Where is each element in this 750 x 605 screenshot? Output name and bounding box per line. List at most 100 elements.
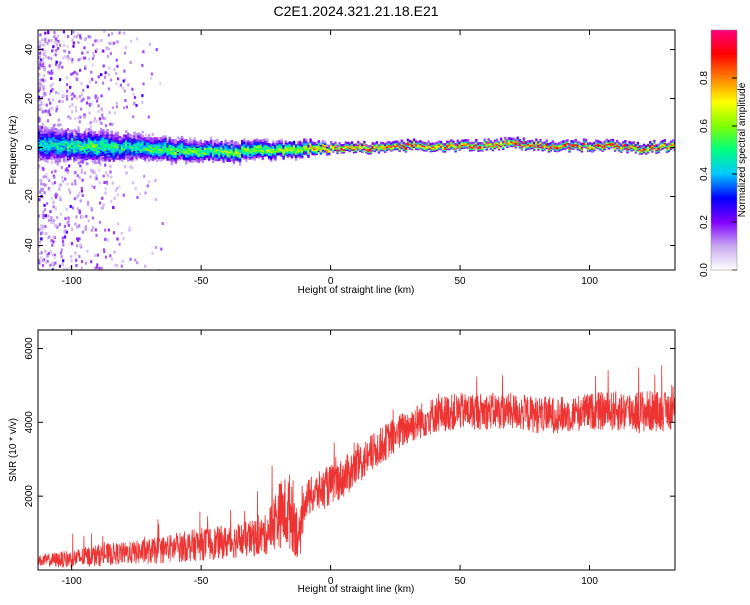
spectrogram-cell [340,146,343,150]
spectrogram-y-tick-label: -20 [24,189,35,204]
spectrogram-cell [102,139,105,142]
spectrogram-cell [180,154,184,157]
spectrogram-cell [363,143,366,147]
spectrogram-cell [245,155,248,158]
spectrogram-cell [576,147,579,151]
spectrogram-noise-cell [41,264,45,267]
spectrogram-cell [44,159,47,163]
spectrogram-cell [276,153,279,156]
spectrogram-cell [251,146,254,150]
spectrogram-cell [267,151,271,155]
spectrogram-cell [624,147,627,150]
spectrogram-noise-cell [115,58,118,62]
spectrogram-cell [38,131,41,135]
spectrogram-cell [439,145,443,148]
spectrogram-cell [40,150,43,153]
spectrogram-cell [276,143,279,146]
spectrogram-cell [309,142,312,146]
spectrogram-cell [160,148,163,152]
spectrogram-noise-cell [42,62,45,66]
spectrogram-noise-cell [62,30,65,34]
spectrogram-cell [218,155,221,158]
spectrogram-noise-cell [155,48,158,52]
spectrogram-cell [649,148,652,151]
spectrogram-cell [611,141,615,145]
spectrogram-cell [131,156,134,159]
spectrogram-noise-cell [106,238,109,242]
spectrogram-cell [388,143,391,147]
spectrogram-cell [195,144,198,147]
spectrogram-cell [106,139,109,142]
spectrogram-cell [315,148,318,151]
spectrogram-cell [288,151,292,154]
spectrogram-cell [423,147,426,151]
spectrogram-cell [365,144,368,147]
spectrogram-noise-cell [82,97,85,101]
spectrogram-cell [224,139,227,143]
spectrogram-cell [282,156,285,159]
spectrogram-cell [274,155,277,159]
spectrogram-cell [245,142,248,145]
spectrogram-cell [292,150,296,154]
spectrogram-cell [265,138,269,142]
spectrogram-cell [120,159,124,162]
spectrogram-cell [118,157,122,161]
spectrogram-noise-cell [105,46,108,50]
spectrogram-cell [180,148,184,152]
spectrogram-cell [303,148,306,151]
spectrogram-cell [296,143,300,147]
spectrogram-cell [618,146,621,149]
spectrogram-cell [87,132,91,135]
spectrogram-cell [446,144,449,148]
spectrogram-noise-cell [43,203,46,207]
spectrogram-cell [580,145,584,149]
spectrogram-cell [421,148,424,151]
spectrogram-cell [444,145,447,149]
spectrogram-cell [500,137,503,141]
spectrogram-cell [114,151,117,155]
spectrogram-cell [587,149,590,153]
spectrogram-noise-cell [42,214,45,218]
spectrogram-cell [89,146,93,149]
spectrogram-cell [417,143,420,147]
spectrogram-cell [332,150,335,153]
spectrogram-cell [489,141,492,145]
spectrogram-noise-cell [100,121,103,125]
spectrogram-cell [417,146,420,150]
spectrogram-cell [634,146,637,150]
spectrogram-cell [338,146,341,149]
spectrogram-cell [359,149,362,153]
spectrogram-cell [48,145,51,149]
spectrogram-cell [255,146,258,150]
spectrogram-cell [176,136,180,139]
spectrogram-cell [46,157,49,160]
spectrogram-cell [122,140,126,143]
spectrogram-cell [286,153,289,157]
spectrogram-cell [199,142,202,146]
spectrogram-cell [282,149,285,152]
spectrogram-cell [574,145,577,149]
spectrogram-cell [73,154,76,157]
spectrogram-cell [127,141,130,144]
spectrogram-cell [164,135,167,138]
spectrogram-noise-cell [67,220,70,223]
spectrogram-noise-cell [132,181,135,185]
spectrogram-cell [286,145,289,148]
spectrogram-noise-cell [69,116,72,120]
spectrogram-cell [270,154,273,158]
spectrogram-cell [46,130,49,133]
spectrogram-cell [149,137,153,140]
spectrogram-cell [214,158,217,162]
spectrogram-cell [149,149,153,152]
spectrogram-cell [601,143,604,147]
spectrogram-cell [52,137,55,140]
spectrogram-cell [197,149,200,152]
spectrogram-cell [164,138,167,141]
spectrogram-cell [127,147,130,150]
spectrogram-cell [50,151,53,155]
spectrogram-cell [558,144,561,148]
spectrogram-cell [56,146,59,149]
spectrogram-cell [110,153,113,156]
spectrogram-cell [280,144,283,147]
spectrogram-cell [551,141,555,145]
